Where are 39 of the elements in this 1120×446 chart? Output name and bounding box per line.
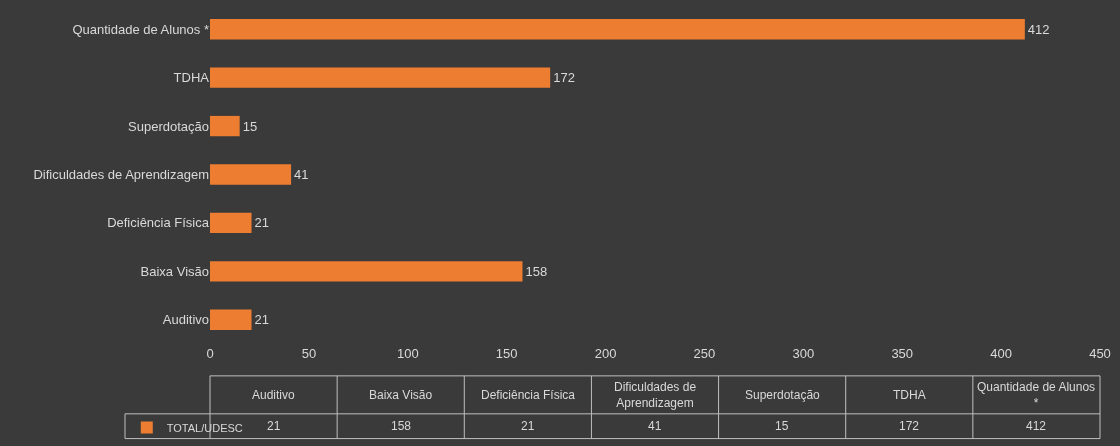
text: 172 <box>899 419 920 433</box>
y-tick-label: Quantidade de Alunos * <box>72 21 209 37</box>
x-tick-label: 50 <box>301 346 317 361</box>
category-label: Auditivo <box>252 388 295 402</box>
category-label: Baixa Visão <box>369 388 433 402</box>
x-tick-label: 200 <box>594 346 617 361</box>
x-tick-label: 350 <box>891 346 914 361</box>
x-tick-label: 100 <box>396 346 419 361</box>
y-tick-label: Deficiência Física <box>107 215 210 231</box>
y-tick-label: Baixa Visão <box>140 263 209 279</box>
text: 21 <box>521 419 535 433</box>
category-label: Deficiência Física <box>481 388 576 402</box>
category-label: TDHA <box>893 388 926 402</box>
text: 15 <box>775 419 789 433</box>
category-label: Quantidade de Alunos * <box>977 380 1096 410</box>
data-label: 15 <box>242 118 258 134</box>
x-tick-label: 450 <box>1089 346 1111 361</box>
y-tick-label: TDHA <box>173 70 210 86</box>
legend-label: TOTAL/UDESC <box>166 421 243 434</box>
data-label: 21 <box>254 215 269 231</box>
data-label: 172 <box>553 70 575 86</box>
x-tick-label: 0 <box>206 346 214 361</box>
data-label: 412 <box>1027 21 1050 37</box>
category-label: Dificuldades de Aprendizagem <box>614 380 697 410</box>
x-tick-label: 400 <box>990 346 1012 361</box>
y-tick-label: Auditivo <box>162 312 209 328</box>
x-tick-label: 150 <box>495 346 518 361</box>
text: 158 <box>391 419 412 433</box>
data-label: 21 <box>254 312 269 328</box>
data-label: 158 <box>525 263 548 279</box>
y-tick-label: Superdotação <box>128 118 209 134</box>
text: 412 <box>1026 419 1047 433</box>
text: 21 <box>267 419 281 433</box>
y-tick-label: Dificuldades de Aprendizagem <box>33 167 209 183</box>
text: 41 <box>648 419 662 433</box>
data-label: 41 <box>294 167 309 182</box>
x-tick-label: 250 <box>693 346 716 361</box>
category-label: Superdotação <box>745 388 820 402</box>
x-tick-label: 300 <box>792 346 815 361</box>
